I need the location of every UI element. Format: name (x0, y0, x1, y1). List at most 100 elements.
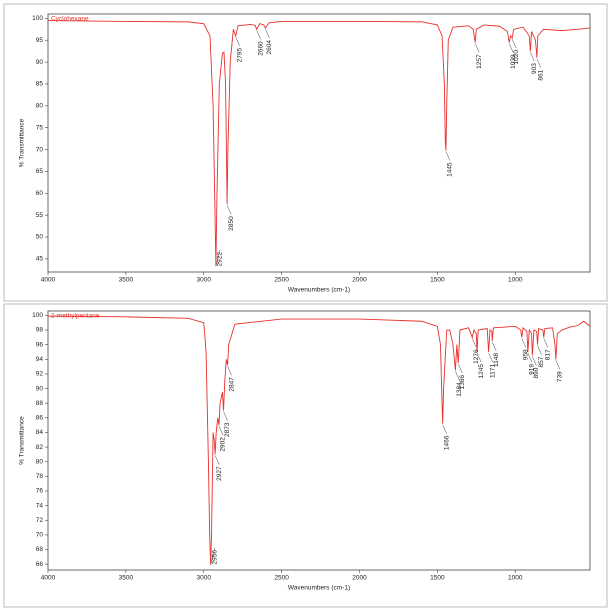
x-tick-label: 3000 (197, 575, 212, 582)
x-tick-label: 4000 (41, 575, 56, 582)
peak-label: 903 (531, 63, 538, 74)
peak-leader (223, 411, 228, 421)
peak-label: 2927 (216, 466, 223, 481)
x-tick-label: 2500 (274, 575, 289, 582)
y-tick-label: 45 (36, 256, 44, 263)
peak-label: 1148 (493, 353, 500, 367)
peak-leader (445, 151, 451, 161)
y-tick-label: 96 (36, 341, 44, 348)
legend-label: 2-methylpentane (51, 313, 100, 320)
x-tick-label: 1500 (430, 575, 445, 582)
peak-label: 2873 (224, 422, 231, 437)
x-tick-label: 2500 (274, 277, 289, 284)
y-tick-label: 80 (36, 458, 44, 465)
y-tick-label: 90 (36, 385, 44, 392)
y-tick-label: 90 (36, 59, 44, 66)
peak-leader (488, 352, 493, 363)
peak-leader (226, 205, 232, 215)
peak-leader (472, 338, 477, 348)
peak-leader (214, 455, 220, 465)
peak-leader (235, 36, 240, 46)
spectrum-line (47, 315, 591, 565)
peak-label: 890 (533, 367, 540, 378)
y-tick-label: 55 (36, 212, 44, 219)
peak-label: 1245 (478, 364, 485, 379)
y-tick-label: 70 (36, 146, 44, 153)
y-tick-label: 60 (36, 190, 44, 197)
peak-label: 2902 (220, 437, 227, 452)
y-tick-label: 100 (32, 15, 43, 22)
peak-leader (256, 30, 261, 40)
peak-leader (527, 352, 533, 363)
y-tick-label: 76 (36, 488, 44, 495)
peak-label: 2847 (228, 377, 235, 392)
peak-leader (458, 363, 463, 374)
peak-label: 958 (523, 349, 530, 360)
y-tick-label: 95 (36, 37, 44, 44)
peak-leader (555, 360, 561, 370)
x-tick-label: 3500 (119, 277, 134, 284)
panel-frame (3, 3, 608, 302)
peak-leader (265, 28, 270, 39)
peak-leader (227, 366, 232, 376)
y-tick-label: 66 (36, 561, 44, 568)
x-tick-label: 4000 (41, 277, 56, 284)
y-tick-label: 72 (36, 517, 44, 524)
x-tick-label: 2000 (352, 277, 367, 284)
peak-leader (543, 338, 548, 348)
peak-label: 2956 (211, 550, 218, 565)
legend-label: Cyclohexane (51, 16, 89, 23)
x-tick-label: 3000 (197, 277, 212, 284)
peak-label: 2604 (266, 40, 273, 55)
y-axis-label: % Transmittance (19, 416, 26, 465)
y-tick-label: 68 (36, 546, 44, 553)
plot-area (47, 13, 591, 273)
peak-leader (442, 424, 447, 434)
peak-leader (215, 249, 221, 267)
y-tick-label: 74 (36, 502, 44, 509)
y-axis-label: % Transmittance (19, 118, 26, 167)
y-tick-label: 94 (36, 356, 44, 363)
peak-leader (455, 371, 460, 381)
peak-leader (508, 43, 514, 53)
peak-label: 857 (538, 356, 545, 367)
peak-label: 1276 (473, 349, 480, 364)
y-tick-label: 100 (32, 312, 43, 319)
peak-leader (491, 341, 497, 352)
peak-leader (210, 547, 215, 566)
y-tick-label: 98 (36, 327, 44, 334)
spectrum-line (47, 20, 591, 266)
peak-label: 1466 (443, 435, 450, 450)
y-tick-label: 78 (36, 473, 44, 480)
x-tick-label: 3500 (119, 575, 134, 582)
y-tick-label: 80 (36, 103, 44, 110)
peak-leader (537, 345, 542, 355)
peak-label: 1020 (513, 50, 520, 65)
y-tick-label: 70 (36, 532, 44, 539)
peak-label: 817 (544, 349, 551, 360)
peak-leader (474, 43, 480, 53)
peak-label: 2660 (257, 41, 264, 56)
y-tick-label: 84 (36, 429, 44, 436)
y-tick-label: 82 (36, 444, 44, 451)
peak-label: 1384 (456, 382, 463, 397)
peak-leader (511, 38, 517, 49)
y-tick-label: 85 (36, 81, 44, 88)
peak-label: 861 (538, 69, 545, 80)
y-tick-label: 50 (36, 234, 44, 241)
peak-label: 1039 (510, 54, 517, 69)
peak-leader (536, 58, 542, 68)
x-axis-label: Wavenumbers (cm-1) (288, 287, 350, 294)
y-tick-label: 65 (36, 168, 44, 175)
peak-label: 2922 (217, 252, 224, 267)
peak-leader (218, 426, 224, 436)
plot-area (47, 310, 591, 571)
peak-label: 1171 (489, 364, 496, 378)
x-tick-label: 1500 (430, 277, 445, 284)
peak-label: 1366 (459, 375, 466, 390)
peak-leader (521, 338, 527, 348)
peak-leader (476, 352, 482, 363)
y-tick-label: 88 (36, 400, 44, 407)
panel-frame (3, 303, 608, 608)
